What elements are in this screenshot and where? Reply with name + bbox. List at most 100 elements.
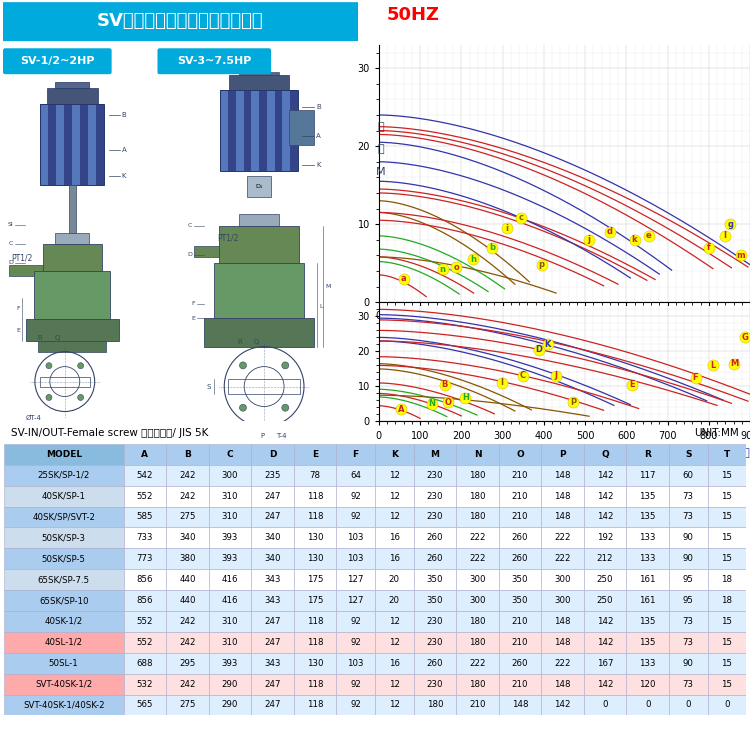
Text: 340: 340: [179, 533, 196, 542]
Text: 程: 程: [378, 144, 384, 154]
Bar: [707, 632, 746, 653]
Bar: [124, 569, 166, 590]
Bar: [336, 611, 375, 632]
Bar: [707, 444, 746, 465]
Text: 73: 73: [682, 492, 694, 501]
Bar: [209, 465, 251, 486]
Bar: [124, 444, 166, 465]
Bar: [375, 611, 414, 632]
Bar: [414, 444, 456, 465]
Text: 103: 103: [347, 659, 364, 668]
Bar: [414, 507, 456, 527]
Text: 192: 192: [597, 533, 613, 542]
Text: 260: 260: [427, 533, 443, 542]
Text: 310: 310: [222, 617, 238, 626]
Text: 210: 210: [512, 638, 528, 647]
Bar: [204, 319, 314, 347]
Text: M: M: [730, 359, 739, 369]
Text: 148: 148: [554, 492, 571, 501]
Bar: [40, 104, 104, 184]
Bar: [267, 90, 274, 171]
Text: d: d: [607, 228, 613, 236]
Text: 65SK/SP-10: 65SK/SP-10: [39, 596, 88, 605]
Text: B: B: [442, 380, 448, 389]
Bar: [9, 266, 43, 276]
Text: 393: 393: [222, 533, 238, 542]
Bar: [166, 590, 208, 611]
Text: 161: 161: [640, 575, 656, 584]
Bar: [220, 90, 228, 171]
Bar: [707, 507, 746, 527]
Text: A: A: [122, 146, 126, 152]
Bar: [236, 90, 244, 171]
Bar: [166, 569, 208, 590]
Bar: [542, 611, 584, 632]
Circle shape: [78, 395, 84, 401]
Text: F: F: [16, 306, 20, 311]
Text: 440: 440: [179, 575, 196, 584]
Text: 250: 250: [597, 596, 613, 605]
Text: T-4: T-4: [276, 433, 286, 439]
Text: 210: 210: [470, 700, 486, 709]
Text: 16: 16: [388, 554, 400, 563]
Bar: [542, 674, 584, 695]
Text: 15: 15: [722, 533, 733, 542]
Text: 130: 130: [307, 554, 323, 563]
Bar: [166, 632, 208, 653]
Bar: [626, 444, 669, 465]
Text: A: A: [316, 133, 321, 139]
Bar: [251, 527, 294, 548]
Text: 60HZ: 60HZ: [377, 447, 422, 462]
Bar: [456, 590, 499, 611]
Text: 15: 15: [722, 638, 733, 647]
Text: b: b: [489, 243, 495, 252]
Bar: [228, 90, 236, 171]
Text: 210: 210: [512, 617, 528, 626]
Text: 416: 416: [222, 596, 238, 605]
Text: 340: 340: [264, 533, 280, 542]
Bar: [626, 527, 669, 548]
Text: 343: 343: [264, 596, 280, 605]
Bar: [375, 548, 414, 569]
Bar: [499, 527, 542, 548]
Text: F: F: [192, 301, 195, 306]
Text: k: k: [632, 235, 638, 244]
Text: 133: 133: [640, 659, 656, 668]
Text: 532: 532: [136, 680, 153, 689]
Bar: [542, 486, 584, 507]
Bar: [248, 176, 271, 197]
Bar: [414, 611, 456, 632]
Text: 230: 230: [427, 492, 443, 501]
Bar: [124, 465, 166, 486]
Bar: [669, 507, 707, 527]
Bar: [669, 465, 707, 486]
Bar: [584, 653, 626, 674]
Bar: [4, 465, 124, 486]
Text: 210: 210: [512, 471, 528, 480]
Text: PT1/2: PT1/2: [11, 253, 33, 262]
Text: 350: 350: [427, 596, 443, 605]
Text: 180: 180: [470, 492, 486, 501]
Text: 222: 222: [470, 533, 486, 542]
Text: L: L: [710, 361, 716, 370]
Bar: [26, 319, 118, 341]
Text: N: N: [428, 399, 435, 409]
Bar: [194, 246, 224, 257]
Text: 15: 15: [722, 617, 733, 626]
Text: D: D: [8, 260, 13, 266]
Bar: [4, 653, 124, 674]
Text: 393: 393: [222, 554, 238, 563]
Text: L: L: [319, 304, 322, 309]
Text: UNIT:MM: UNIT:MM: [694, 428, 739, 439]
Bar: [542, 527, 584, 548]
Bar: [251, 507, 294, 527]
FancyBboxPatch shape: [158, 48, 271, 74]
Bar: [294, 590, 336, 611]
Text: 260: 260: [427, 659, 443, 668]
Bar: [499, 465, 542, 486]
Text: 222: 222: [554, 554, 571, 563]
Text: 12: 12: [388, 471, 400, 480]
Text: 295: 295: [179, 659, 196, 668]
Bar: [124, 507, 166, 527]
Bar: [209, 590, 251, 611]
